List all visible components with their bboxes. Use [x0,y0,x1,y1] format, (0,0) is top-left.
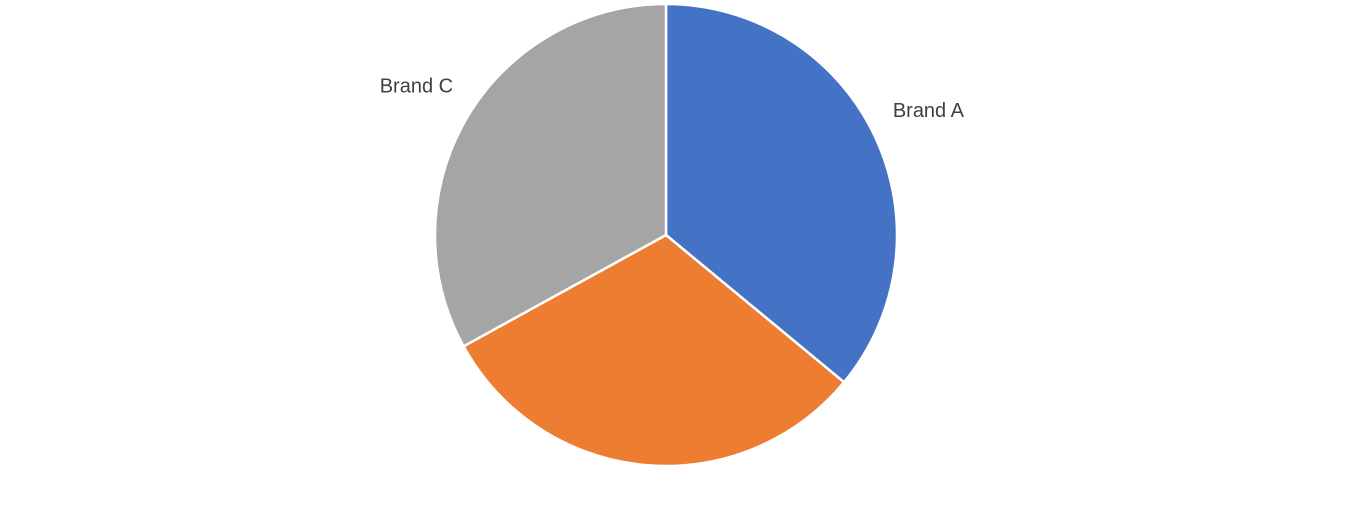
pie-slice-brand-a [664,2,899,385]
pie-slice-brand-c [433,2,668,348]
slice-label-brand-c: Brand C [380,76,453,98]
slice-label-brand-a: Brand A [893,100,965,122]
pie-slices [433,2,899,468]
pie-slice-brand-b [461,233,846,468]
